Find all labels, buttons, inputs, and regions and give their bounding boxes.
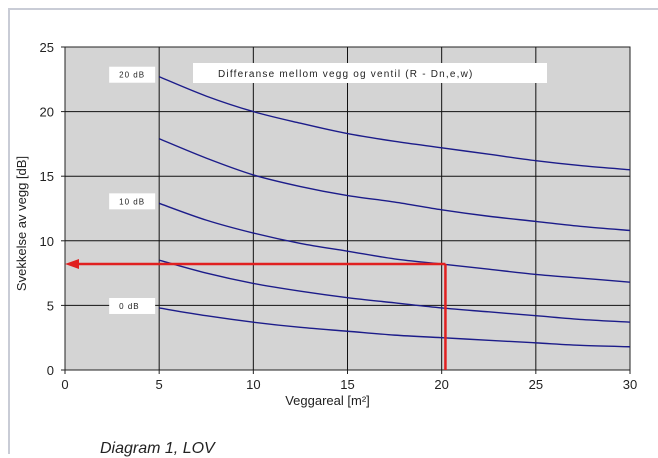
curve-label-box xyxy=(109,297,156,314)
y-axis-label: Svekkelse av vegg [dB] xyxy=(14,156,29,291)
series-line xyxy=(158,202,631,283)
y-tick-label: 5 xyxy=(47,298,54,313)
curve-label: 10 dB xyxy=(119,197,145,206)
x-tick-label: 15 xyxy=(340,377,354,392)
grid-lines xyxy=(65,47,630,370)
series-line xyxy=(159,307,631,348)
x-tick-label: 30 xyxy=(623,377,637,392)
title-box-background xyxy=(193,63,547,83)
curves xyxy=(158,76,631,348)
curve-labels: 0 dB 10 dB 20 dB xyxy=(109,66,156,314)
y-tick-label: 0 xyxy=(47,363,54,378)
x-tick-label: 25 xyxy=(529,377,543,392)
curve-label-box xyxy=(109,66,156,83)
series-line xyxy=(158,76,631,171)
x-tick-label: 20 xyxy=(434,377,448,392)
x-axis-label: Veggareal [m²] xyxy=(285,393,370,408)
figure-caption: Diagram 1, LOV xyxy=(100,440,215,457)
chart-title: Differanse mellom vegg og ventil (R - Dn… xyxy=(218,69,474,80)
y-tick-label: 20 xyxy=(40,105,54,120)
y-tick-label: 10 xyxy=(40,234,54,249)
x-tick-label: 0 xyxy=(61,377,68,392)
series-line xyxy=(158,138,631,232)
x-tick-label: 10 xyxy=(246,377,260,392)
y-tick-label: 15 xyxy=(40,169,54,184)
reference-arrowhead xyxy=(65,259,79,270)
title-box: Differanse mellom vegg og ventil (R - Dn… xyxy=(193,63,547,83)
curve-label: 0 dB xyxy=(119,302,139,311)
tick-labels: 0 5 10 15 20 25 30 0 5 10 15 20 25 xyxy=(40,40,638,392)
curve-label: 20 dB xyxy=(119,71,145,80)
chart: 0 dB 10 dB 20 dB Differanse mellom vegg og… xyxy=(14,40,638,408)
curve-label-box xyxy=(109,193,156,210)
series-line xyxy=(158,259,631,323)
x-tick-label: 5 xyxy=(156,377,163,392)
reference-lines xyxy=(65,259,447,370)
figure-frame: 0 dB 10 dB 20 dB Differanse mellom vegg og… xyxy=(8,8,658,457)
y-tick-label: 25 xyxy=(40,40,54,55)
